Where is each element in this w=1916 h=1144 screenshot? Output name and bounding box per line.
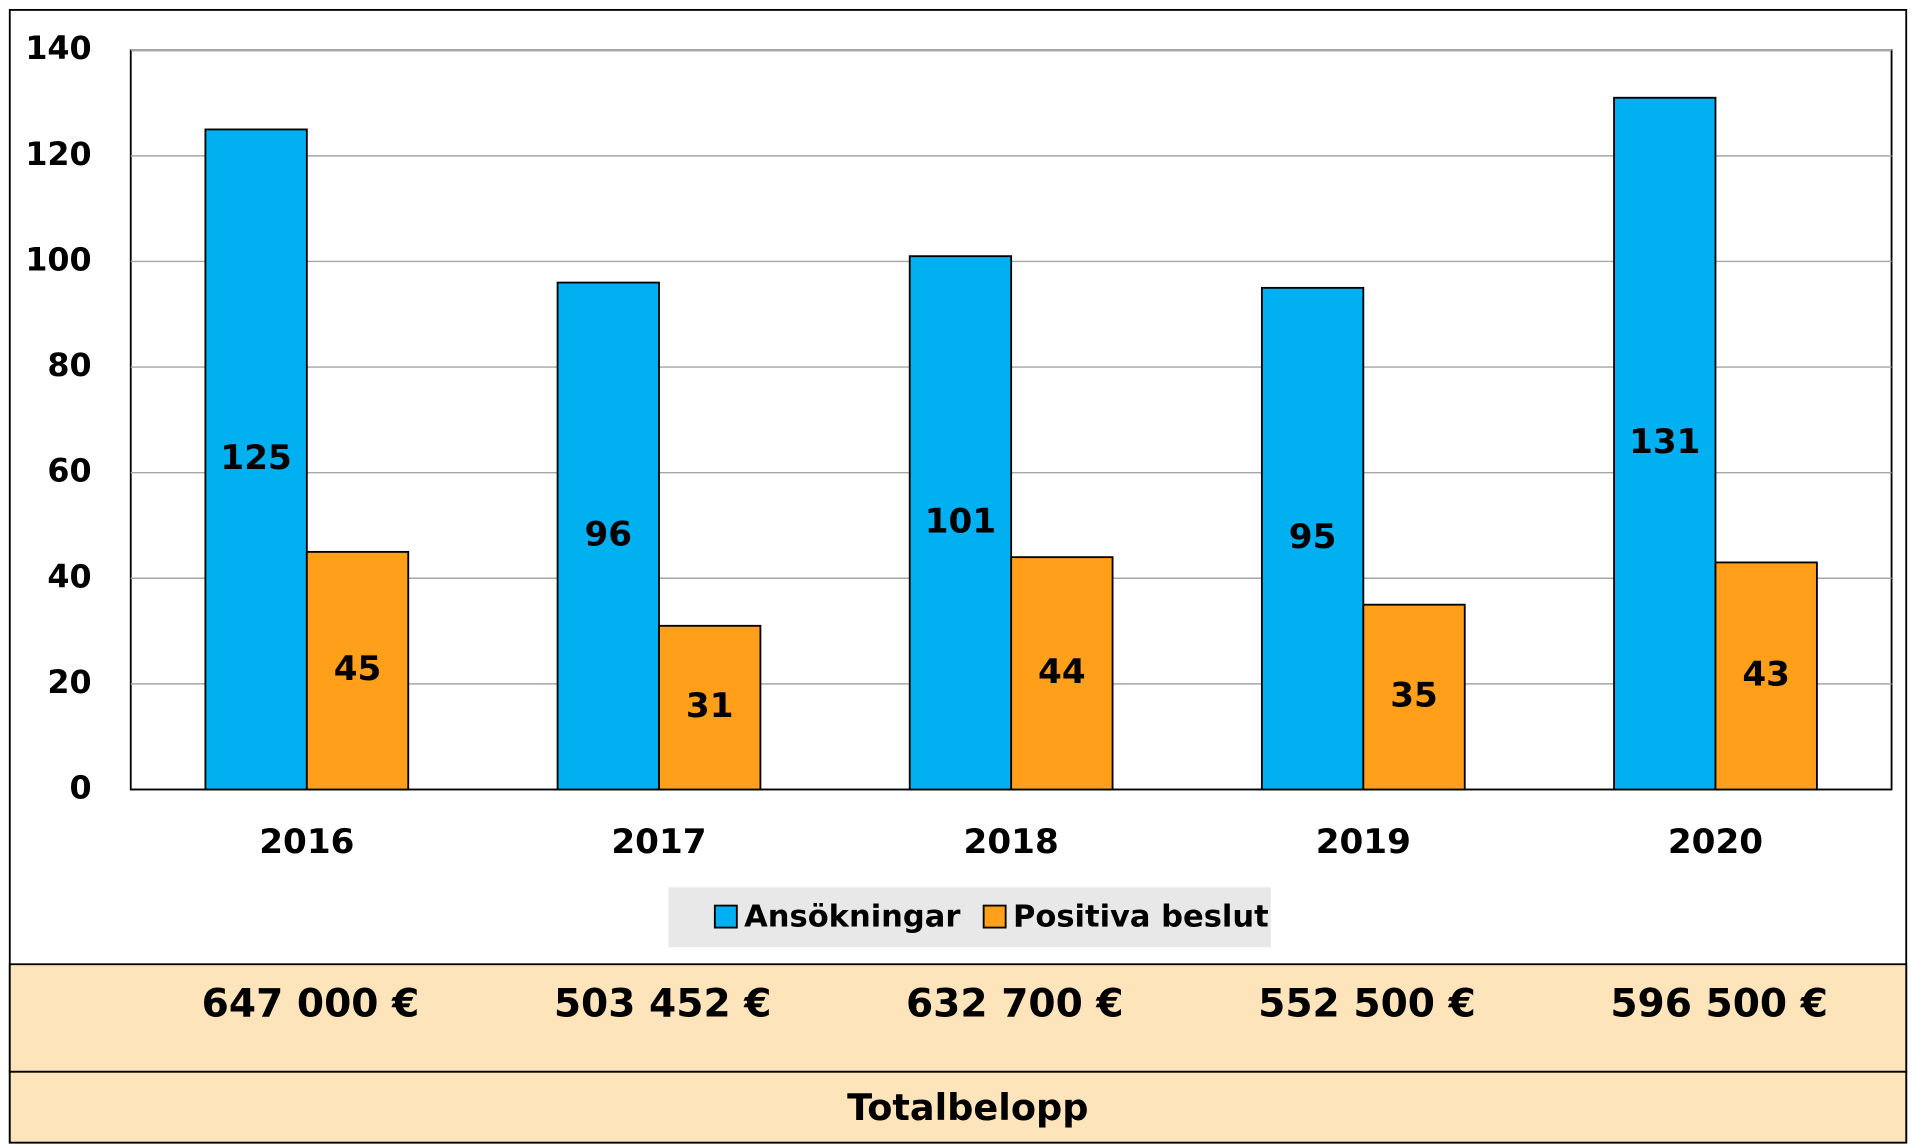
totals-label-row bbox=[8, 1070, 1908, 1144]
bar bbox=[556, 281, 660, 791]
bar bbox=[305, 550, 410, 791]
legend-box bbox=[668, 887, 1271, 948]
total-amount: 503 452 € bbox=[554, 981, 772, 1026]
x-tick-label: 2017 bbox=[611, 822, 706, 862]
legend-swatch bbox=[713, 904, 738, 929]
y-tick-label: 120 bbox=[25, 137, 91, 173]
data-label: 131 bbox=[1629, 422, 1700, 462]
bar bbox=[1714, 561, 1818, 791]
data-label: 31 bbox=[686, 686, 734, 726]
data-label: 95 bbox=[1289, 517, 1337, 557]
data-label: 43 bbox=[1742, 654, 1790, 694]
y-tick-label: 100 bbox=[25, 242, 91, 278]
y-tick-label: 60 bbox=[47, 454, 91, 490]
bar bbox=[658, 624, 762, 791]
data-label: 101 bbox=[925, 501, 996, 541]
bar bbox=[1362, 603, 1466, 791]
y-tick-label: 80 bbox=[47, 348, 91, 384]
legend-label: Ansökningar bbox=[744, 899, 960, 934]
data-label: 44 bbox=[1038, 652, 1086, 692]
data-label: 96 bbox=[584, 515, 632, 555]
y-tick-label: 40 bbox=[47, 559, 91, 595]
y-tick-label: 0 bbox=[70, 771, 92, 807]
legend-label: Positiva beslut bbox=[1013, 899, 1269, 934]
totals-row bbox=[8, 963, 1908, 1073]
bar bbox=[1613, 96, 1717, 791]
total-amount: 596 500 € bbox=[1610, 981, 1828, 1026]
x-tick-label: 2019 bbox=[1316, 822, 1411, 862]
bar bbox=[1010, 556, 1114, 791]
bar bbox=[908, 255, 1013, 791]
x-tick-label: 2018 bbox=[964, 822, 1059, 862]
x-tick-label: 2020 bbox=[1668, 822, 1763, 862]
data-label: 35 bbox=[1390, 676, 1438, 716]
total-amount: 552 500 € bbox=[1258, 981, 1476, 1026]
x-tick-label: 2016 bbox=[259, 822, 354, 862]
data-label: 125 bbox=[220, 438, 291, 478]
y-tick-label: 20 bbox=[47, 665, 91, 701]
totals-label: Totalbelopp bbox=[847, 1086, 1088, 1129]
legend-swatch bbox=[982, 904, 1007, 929]
data-label: 45 bbox=[334, 649, 382, 689]
total-amount: 647 000 € bbox=[202, 981, 420, 1026]
y-tick-label: 140 bbox=[25, 31, 91, 67]
bar bbox=[1260, 286, 1365, 791]
total-amount: 632 700 € bbox=[906, 981, 1124, 1026]
bar bbox=[204, 128, 308, 791]
